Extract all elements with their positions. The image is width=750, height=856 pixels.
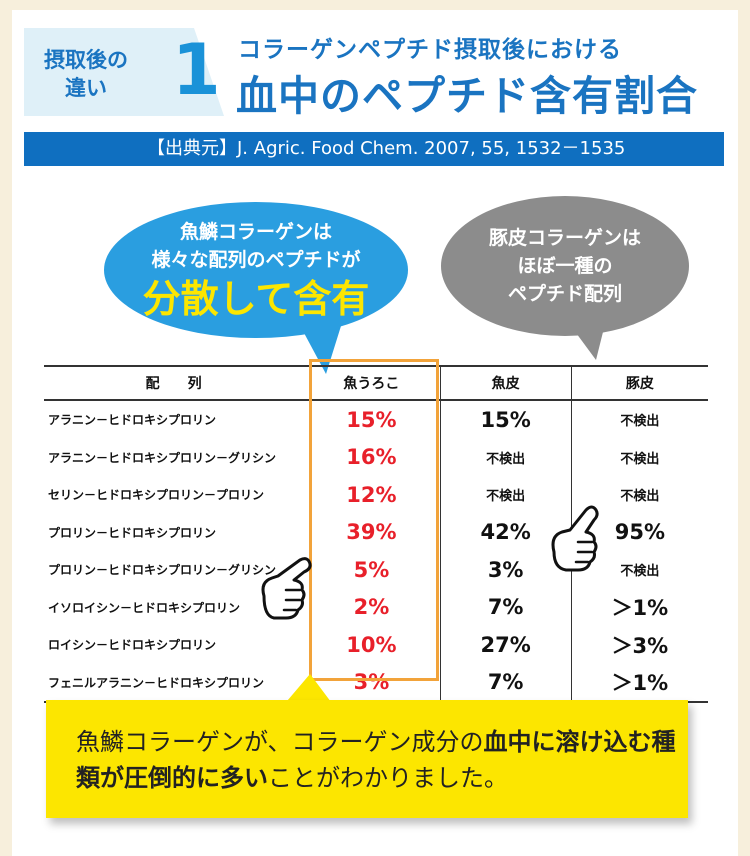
table-row: プロリン－ヒドロキシプロリン 39% 42% 95% [44, 513, 708, 551]
row-sequence: イソロイシン－ヒドロキシプロリン [48, 600, 241, 615]
row-sequence: セリン－ヒドロキシプロリン－プロリン [48, 488, 265, 503]
row-fish-scale: 16% [346, 445, 397, 470]
row-fish-scale: 12% [346, 482, 397, 507]
blue-bubble-line-2: 様々な配列のペプチドが [151, 249, 361, 271]
row-fish-scale: 5% [353, 557, 390, 582]
table-row: アラニン－ヒドロキシプロリン 15% 15% 不検出 [44, 400, 708, 439]
row-fish-skin: 42% [439, 513, 572, 551]
source-bar: 【出典元】J. Agric. Food Chem. 2007, 55, 1532… [24, 132, 724, 166]
fish-scale-speech-bubble: 魚鱗コラーゲンは 様々な配列のペプチドが 分散して含有 [100, 198, 412, 374]
page-subtitle: コラーゲンペプチド摂取後における [238, 37, 622, 63]
conclusion-part-3: ことがわかりました。 [268, 764, 508, 792]
blue-bubble-emphasis: 分散して含有 [142, 277, 370, 321]
fish-scale-highlight-frame [309, 359, 439, 681]
row-sequence: プロリン－ヒドロキシプロリン－グリシン [48, 563, 277, 578]
conclusion-part-1: 魚鱗コラーゲンが、コラーゲン成分の [76, 728, 484, 756]
conclusion-box: 魚鱗コラーゲンが、コラーゲン成分の血中に溶け込む種類が圧倒的に多いことがわかりま… [46, 700, 688, 818]
row-fish-scale: 10% [346, 632, 397, 657]
gray-bubble-line-3: ペプチド配列 [507, 283, 622, 305]
header-fish-scale: 魚うろこ [303, 365, 440, 401]
page-title: 血中のペプチド含有割合 [236, 72, 698, 120]
table-header-row: 配 列 魚うろこ 魚皮 豚皮 [44, 365, 708, 401]
pointing-hand-icon [548, 504, 604, 578]
row-fish-scale: 15% [346, 407, 397, 432]
row-fish-skin: 不検出 [439, 476, 572, 514]
source-citation: 【出典元】J. Agric. Food Chem. 2007, 55, 1532… [147, 138, 626, 159]
row-sequence: フェニルアラニン－ヒドロキシプロリン [44, 663, 304, 703]
badge-label: 摂取後の 違い [32, 46, 140, 102]
gray-bubble-line-2: ほぼ一種の [517, 255, 613, 277]
table-row: アラニン－ヒドロキシプロリン－グリシン 16% 不検出 不検出 [44, 438, 708, 476]
row-fish-skin: 7% [439, 663, 572, 703]
row-fish-skin: 7% [439, 588, 572, 626]
blue-bubble-shape [104, 202, 408, 374]
row-sequence: プロリン－ヒドロキシプロリン [48, 525, 217, 540]
difference-badge: 摂取後の 違い 1 [24, 28, 224, 116]
conclusion-text: 魚鱗コラーゲンが、コラーゲン成分の血中に溶け込む種類が圧倒的に多いことがわかりま… [76, 724, 676, 796]
row-fish-scale: 39% [346, 520, 397, 545]
row-pig-skin: 不検出 [570, 438, 708, 476]
row-sequence: アラニン－ヒドロキシプロリン－グリシン [48, 450, 277, 465]
row-fish-skin: 15% [439, 400, 572, 439]
gray-bubble-shape [441, 196, 689, 360]
conclusion-emphasis: 血中に溶け込む種類が圧倒的に多い [76, 728, 676, 792]
header-fish-skin: 魚皮 [439, 365, 572, 401]
header-pig-skin: 豚皮 [570, 365, 708, 401]
row-pig-skin: ＞1% [570, 663, 708, 703]
table-row: ロイシン－ヒドロキシプロリン 10% 27% ＞3% [44, 626, 708, 664]
row-fish-scale: 3% [303, 663, 440, 703]
header-sequence: 配 列 [44, 365, 304, 401]
blue-bubble-text: 魚鱗コラーゲンは 様々な配列のペプチドが 分散して含有 [100, 218, 412, 324]
row-fish-scale: 2% [353, 595, 390, 620]
row-sequence: アラニン－ヒドロキシプロリン [48, 413, 217, 428]
row-sequence: ロイシン－ヒドロキシプロリン [48, 638, 217, 653]
blue-bubble-line-1: 魚鱗コラーゲンは [179, 221, 332, 243]
table-row: フェニルアラニン－ヒドロキシプロリン 3% 7% ＞1% [44, 663, 708, 703]
row-pig-skin: ＞1% [570, 588, 708, 626]
row-pig-skin: 不検出 [570, 400, 708, 439]
row-fish-skin: 3% [439, 551, 572, 589]
row-fish-skin: 27% [439, 626, 572, 664]
badge-shape [24, 28, 224, 116]
gray-bubble-line-1: 豚皮コラーゲンは [488, 227, 641, 249]
gray-bubble-text: 豚皮コラーゲンは ほぼ一種の ペプチド配列 [438, 224, 692, 308]
table-row: イソロイシン－ヒドロキシプロリン 2% 7% ＞1% [44, 588, 708, 626]
row-pig-skin: ＞3% [570, 626, 708, 664]
badge-line-1: 摂取後の [44, 48, 128, 72]
pig-skin-speech-bubble: 豚皮コラーゲンは ほぼ一種の ペプチド配列 [438, 192, 692, 362]
badge-line-2: 違い [65, 76, 107, 100]
badge-number: 1 [172, 29, 221, 111]
pointing-hand-icon [256, 556, 316, 626]
peptide-table: 配 列 魚うろこ 魚皮 豚皮 アラニン－ヒドロキシプロリン 15% 15% 不検… [44, 365, 708, 703]
row-fish-skin: 不検出 [439, 438, 572, 476]
